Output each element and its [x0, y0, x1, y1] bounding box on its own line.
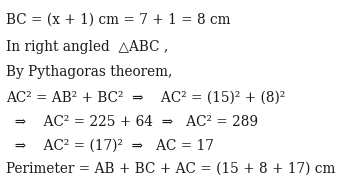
Text: ⇒    AC² = (17)²  ⇒   AC = 17: ⇒ AC² = (17)² ⇒ AC = 17	[6, 139, 214, 153]
Text: BC = (x + 1) cm = 7 + 1 = 8 cm: BC = (x + 1) cm = 7 + 1 = 8 cm	[6, 12, 231, 27]
Text: In right angled  △ABC ,: In right angled △ABC ,	[6, 40, 169, 54]
Text: ⇒    AC² = 225 + 64  ⇒   AC² = 289: ⇒ AC² = 225 + 64 ⇒ AC² = 289	[6, 115, 258, 129]
Text: Perimeter = AB + BC + AC = (15 + 8 + 17) cm: Perimeter = AB + BC + AC = (15 + 8 + 17)…	[6, 161, 336, 175]
Text: AC² = AB² + BC²  ⇒    AC² = (15)² + (8)²: AC² = AB² + BC² ⇒ AC² = (15)² + (8)²	[6, 91, 286, 105]
Text: By Pythagoras theorem,: By Pythagoras theorem,	[6, 65, 173, 79]
